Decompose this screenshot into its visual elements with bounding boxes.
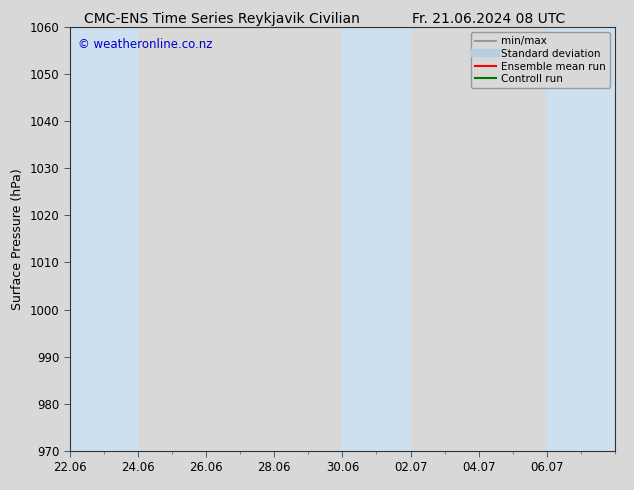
Bar [342,27,411,451]
Bar [70,27,138,451]
Legend: min/max, Standard deviation, Ensemble mean run, Controll run: min/max, Standard deviation, Ensemble me… [470,32,610,88]
Y-axis label: Surface Pressure (hPa): Surface Pressure (hPa) [11,168,24,310]
Text: Fr. 21.06.2024 08 UTC: Fr. 21.06.2024 08 UTC [411,12,565,26]
Bar [547,27,615,451]
Text: © weatheronline.co.nz: © weatheronline.co.nz [78,38,212,50]
Text: CMC-ENS Time Series Reykjavik Civilian: CMC-ENS Time Series Reykjavik Civilian [84,12,360,26]
